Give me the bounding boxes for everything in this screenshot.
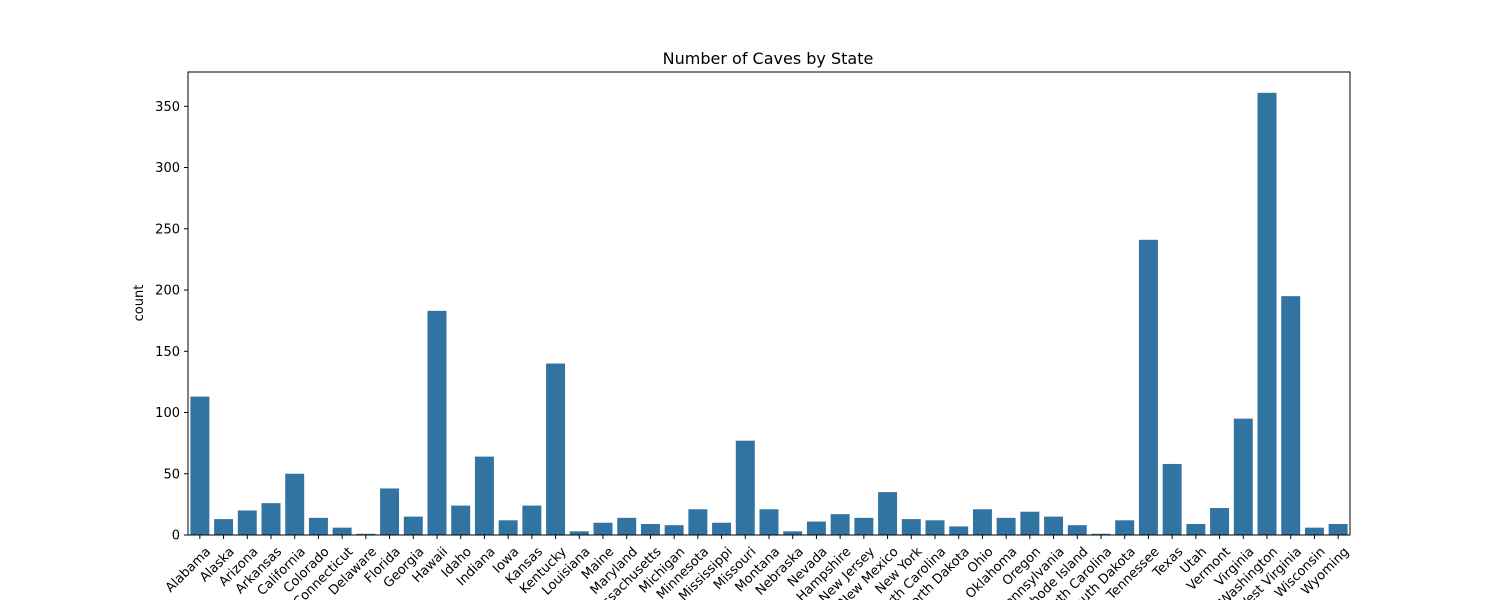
bar-nevada [806, 521, 826, 535]
y-tick-label: 300 [155, 161, 180, 176]
bar-iowa [498, 520, 518, 535]
bar-kentucky [546, 363, 566, 535]
bar-north-dakota [949, 526, 969, 535]
bar-oregon [1020, 511, 1040, 535]
bar-virginia [1233, 418, 1253, 535]
y-tick-label: 50 [163, 467, 180, 482]
bar-texas [1162, 463, 1182, 535]
bar-south-carolina [1091, 533, 1111, 535]
y-tick-label: 200 [155, 284, 180, 299]
y-tick-label: 350 [155, 100, 180, 115]
bar-arkansas [261, 503, 281, 535]
bar-west-virginia [1281, 296, 1301, 535]
bar-maine [593, 522, 613, 535]
bar-maryland [617, 517, 637, 535]
y-tick-label: 250 [155, 222, 180, 237]
bar-north-carolina [925, 520, 945, 535]
bar-new-hampshire [830, 514, 850, 535]
bar-arizona [237, 510, 257, 535]
bar-new-mexico [878, 492, 898, 535]
bar-tennessee [1138, 239, 1158, 535]
bar-massachusetts [640, 523, 660, 535]
bar-hawaii [427, 310, 447, 535]
y-tick-label: 100 [155, 406, 180, 421]
bar-florida [380, 488, 400, 535]
bar-oklahoma [996, 517, 1016, 535]
bars-group [190, 92, 1348, 535]
bar-pennsylvania [1044, 516, 1064, 535]
bar-mississippi [712, 522, 732, 535]
bar-alabama [190, 396, 210, 535]
y-tick-label: 0 [172, 529, 180, 544]
bar-washington [1257, 92, 1277, 535]
y-axis-label: count [132, 285, 147, 322]
bar-wyoming [1328, 523, 1348, 535]
bar-idaho [451, 505, 471, 535]
bar-michigan [664, 525, 684, 535]
bar-utah [1186, 523, 1206, 535]
bar-wisconsin [1304, 527, 1324, 535]
x-axis: AlabamaAlaskaArizonaArkansasCaliforniaCo… [163, 535, 1352, 600]
bar-indiana [474, 456, 494, 535]
plot-frame [187, 71, 1351, 536]
bar-delaware [356, 533, 376, 535]
bar-california [285, 473, 305, 535]
bar-montana [759, 509, 779, 535]
bar-minnesota [688, 509, 708, 535]
bar-south-dakota [1115, 520, 1135, 535]
bar-louisiana [569, 531, 589, 535]
bar-alaska [214, 519, 234, 535]
bar-connecticut [332, 527, 352, 535]
bar-rhode-island [1067, 525, 1087, 535]
bar-new-york [901, 519, 921, 535]
bar-new-jersey [854, 517, 874, 535]
chart-title: Number of Caves by State [663, 49, 874, 68]
bar-nebraska [783, 531, 803, 535]
bar-georgia [403, 516, 423, 535]
bar-vermont [1210, 508, 1230, 535]
bar-kansas [522, 505, 542, 535]
bar-ohio [972, 509, 992, 535]
y-axis: 0 50 100 150 200 250 300 350 [155, 100, 188, 544]
bar-missouri [735, 440, 755, 535]
y-tick-label: 150 [155, 345, 180, 360]
bar-colorado [308, 517, 328, 535]
